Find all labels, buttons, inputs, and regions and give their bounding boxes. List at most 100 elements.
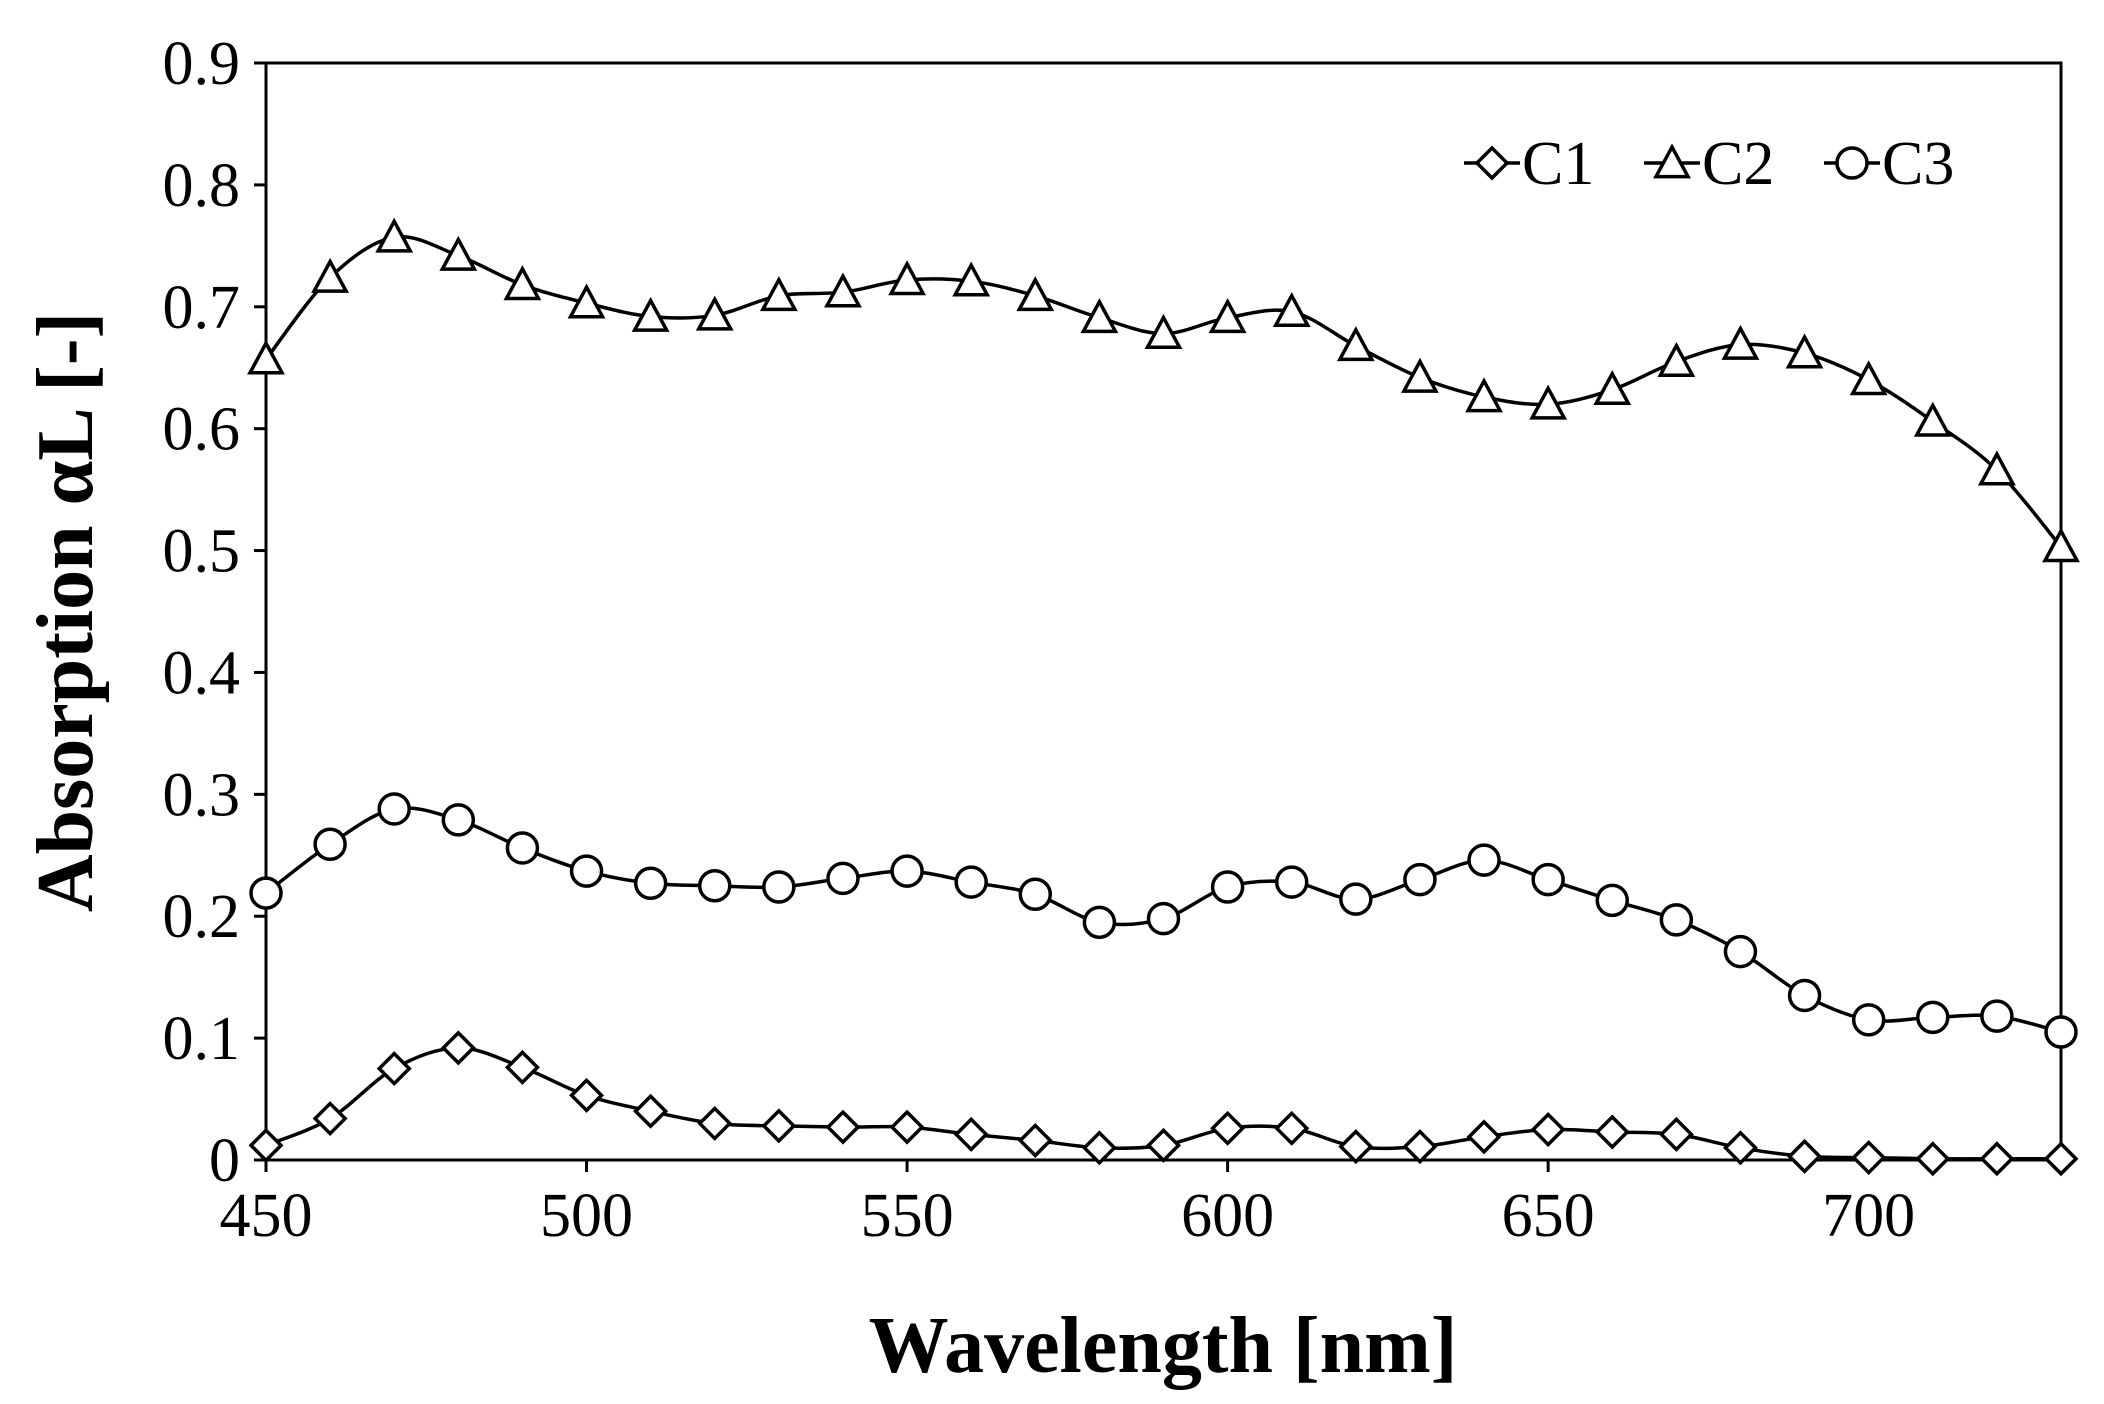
- y-tick-label: 0.8: [163, 152, 241, 220]
- series-c3-point: [762, 870, 796, 904]
- series-c2-point: [567, 283, 606, 319]
- series-c2-point: [631, 296, 670, 332]
- series-c1-point: [504, 1049, 540, 1085]
- series-c2-point: [1080, 298, 1119, 334]
- series-c2-point: [695, 295, 734, 331]
- series-c2-point: [375, 217, 414, 253]
- legend-label-c2: C2: [1702, 130, 1774, 198]
- x-tick-label: 700: [1822, 1182, 1915, 1250]
- series-c1-point: [1658, 1116, 1694, 1152]
- series-c1-point: [1210, 1110, 1246, 1146]
- y-tick-label: 0.5: [163, 518, 241, 586]
- y-tick-label: 0.4: [163, 639, 241, 707]
- series-c2-point: [1657, 341, 1696, 377]
- series-c1-point: [569, 1077, 605, 1113]
- y-tick-label: 0.7: [163, 274, 241, 342]
- series-c3-point: [2044, 1015, 2078, 1049]
- series-c3-point: [1531, 862, 1565, 897]
- series-c2-point: [1272, 291, 1311, 328]
- series-c1-point: [1274, 1110, 1310, 1146]
- series-c1-point: [1017, 1123, 1053, 1158]
- series-c1-point: [1851, 1140, 1887, 1176]
- series-c3-point: [1082, 905, 1117, 940]
- series-c2-point: [1400, 357, 1439, 393]
- x-axis-title: Wavelength [nm]: [869, 1302, 1458, 1390]
- legend-label-c3: C3: [1882, 130, 1954, 198]
- y-tick-label: 0.6: [163, 396, 241, 464]
- y-tick-label: 0.3: [163, 761, 241, 829]
- series-c1-point: [1915, 1141, 1951, 1177]
- series-c3-point: [826, 861, 860, 896]
- series-c3-point: [1018, 877, 1053, 912]
- series-c1-point: [1530, 1112, 1566, 1148]
- series-c2-point: [759, 276, 798, 312]
- series-c1-point: [1146, 1127, 1181, 1163]
- series-c1-point: [1466, 1119, 1502, 1155]
- series-c1-point: [953, 1116, 989, 1152]
- y-tick-label: 0: [209, 1127, 240, 1195]
- x-axis: 450 500 550 600 650 700: [220, 1160, 1915, 1250]
- series-c3-point: [1595, 883, 1629, 918]
- x-tick-label: 600: [1181, 1182, 1274, 1250]
- series-c2-point: [1208, 298, 1247, 334]
- series-c1-point: [1594, 1114, 1630, 1150]
- series-c3-point: [1467, 843, 1501, 877]
- series-c3-point: [1916, 1000, 1950, 1035]
- series-c3-point: [1851, 1003, 1886, 1037]
- legend: C1 C2 C3: [1464, 130, 1954, 198]
- y-axis: 0 0.1 0.2 0.3 0.4 0.5 0.6 0.7 0.8 0.9: [163, 30, 266, 1195]
- series-c3-point: [890, 854, 924, 888]
- series-c1: [248, 1030, 2079, 1177]
- legend-item-c3: C3: [1824, 130, 1954, 198]
- series-c3-point: [1723, 934, 1758, 969]
- series-c2-point: [1593, 369, 1632, 406]
- series-c3-point: [377, 792, 411, 826]
- series-c3-point: [954, 865, 988, 899]
- series-c3: [249, 792, 2078, 1049]
- series-c3-point: [1980, 999, 2014, 1033]
- series-c2-point: [1465, 377, 1503, 413]
- legend-item-c2: C2: [1644, 130, 1774, 198]
- series-c1-point: [1722, 1130, 1758, 1166]
- series-c3-point: [1146, 901, 1181, 936]
- plot-area: [264, 61, 2063, 1162]
- series-c3-point: [1659, 903, 1694, 937]
- series-c2-point: [1336, 326, 1375, 362]
- series-c2-point: [1849, 360, 1888, 396]
- series-c1-point: [761, 1108, 797, 1144]
- series-c2: [247, 217, 2080, 563]
- legend-item-c1: C1: [1464, 130, 1594, 198]
- series-c3-point: [1210, 870, 1245, 904]
- series-c2-point: [824, 272, 862, 308]
- series-c2-point: [888, 260, 927, 296]
- series-c3-point: [1274, 865, 1309, 899]
- series-c1-point: [1402, 1129, 1438, 1165]
- series-c3-point: [569, 854, 604, 888]
- series-c2-point: [1016, 276, 1055, 312]
- y-tick-label: 0.9: [163, 30, 241, 98]
- series-c2-point: [311, 257, 350, 293]
- series-c3-point: [505, 831, 540, 865]
- series-c3-point: [698, 869, 732, 903]
- series-c1-point: [1338, 1129, 1374, 1165]
- series-c2-point: [1913, 401, 1952, 437]
- x-tick-label: 500: [540, 1182, 633, 1250]
- series-c3-point: [1339, 882, 1373, 916]
- series-c3-point: [1787, 978, 1822, 1013]
- series-c2-point: [1977, 450, 2016, 486]
- series-c1-point: [1081, 1130, 1117, 1166]
- y-tick-label: 0.1: [163, 1005, 241, 1073]
- series-layer: [247, 217, 2080, 1177]
- x-tick-label: 550: [861, 1182, 954, 1250]
- series-c2-point: [503, 265, 542, 301]
- series-c1-point: [2043, 1141, 2079, 1177]
- series-c3-point: [441, 803, 476, 837]
- series-c2-point: [247, 339, 285, 375]
- series-c2-point: [952, 261, 991, 297]
- series-c3-point: [249, 876, 283, 910]
- series-c1-point: [1979, 1141, 2015, 1177]
- series-c1-point: [312, 1101, 348, 1137]
- series-c2-point: [1144, 313, 1183, 349]
- series-c1-point: [248, 1127, 284, 1163]
- series-c1-point: [697, 1105, 733, 1141]
